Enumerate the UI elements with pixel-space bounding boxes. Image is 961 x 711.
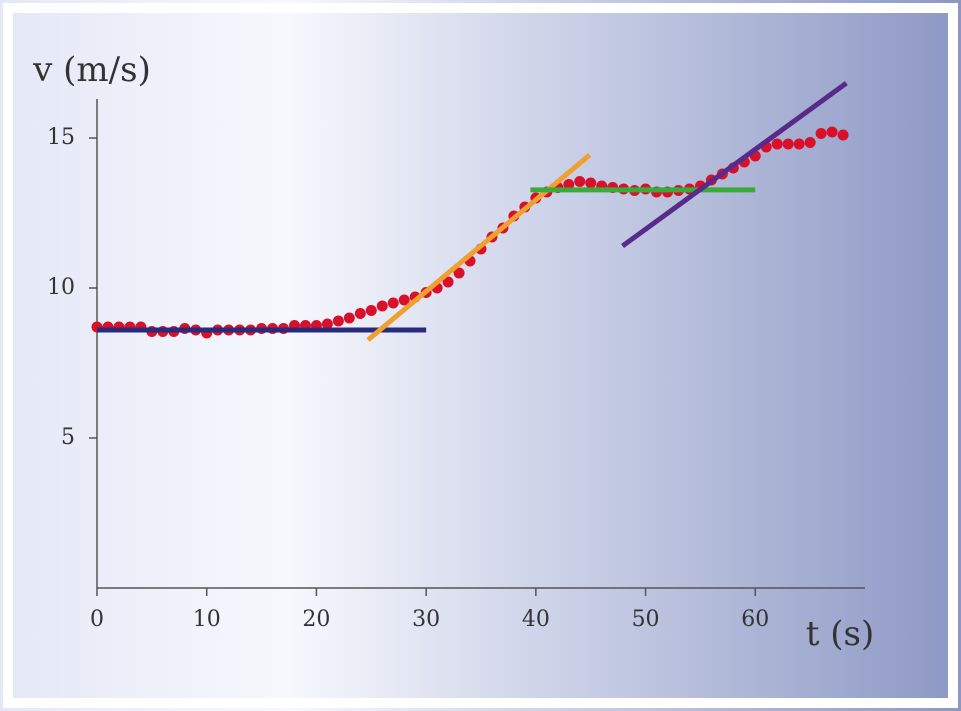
data-point xyxy=(574,176,586,187)
data-point xyxy=(782,138,794,150)
data-point xyxy=(442,276,454,288)
x-tick-label: 60 xyxy=(741,607,769,632)
y-tick-label: 5 xyxy=(61,425,75,450)
data-point xyxy=(585,177,597,189)
data-point xyxy=(387,297,399,309)
y-tick-label: 10 xyxy=(47,275,75,300)
data-point xyxy=(321,318,333,330)
x-tick-label: 0 xyxy=(90,607,104,632)
data-point xyxy=(354,308,366,319)
data-point xyxy=(837,129,849,141)
data-point xyxy=(376,300,388,312)
x-tick-label: 20 xyxy=(302,607,330,632)
frame xyxy=(3,3,958,708)
fit-line xyxy=(366,153,592,342)
data-point xyxy=(771,138,783,150)
x-tick-label: 10 xyxy=(193,607,221,632)
data-point xyxy=(815,128,827,139)
data-point xyxy=(793,138,805,150)
data-point xyxy=(453,267,465,279)
x-tick-label: 40 xyxy=(522,607,550,632)
x-tick-label: 50 xyxy=(632,607,660,632)
fit-line xyxy=(621,81,848,249)
data-point xyxy=(343,312,355,324)
data-point xyxy=(332,315,344,327)
y-axis-label: v (m/s) xyxy=(32,50,151,90)
x-tick-label: 30 xyxy=(412,607,440,632)
y-tick-label: 15 xyxy=(47,125,75,150)
data-point xyxy=(804,137,816,148)
data-point xyxy=(398,294,410,306)
data-point xyxy=(563,179,575,190)
data-point xyxy=(826,126,838,138)
data-point xyxy=(365,305,377,316)
x-axis-label: t (s) xyxy=(806,614,874,654)
